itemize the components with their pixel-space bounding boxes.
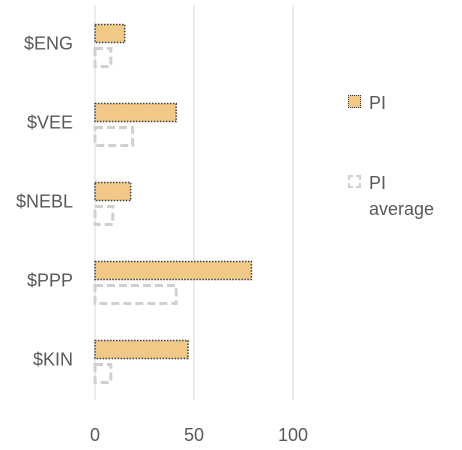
bar bbox=[93, 47, 113, 68]
legend-swatch bbox=[348, 175, 361, 188]
y-tick-label: $NEBL bbox=[16, 191, 73, 211]
bar bbox=[93, 126, 135, 147]
y-tick-label: $ENG bbox=[24, 33, 73, 53]
legend-swatch bbox=[348, 95, 361, 108]
bar bbox=[93, 284, 178, 305]
bar bbox=[93, 363, 113, 384]
y-tick-label: $VEE bbox=[27, 112, 73, 132]
legend-label: PI average bbox=[369, 173, 435, 219]
y-tick-label: $KIN bbox=[33, 349, 73, 369]
x-tick-label: 50 bbox=[184, 425, 204, 445]
x-tick-label: 0 bbox=[90, 425, 100, 445]
legend-label: PI bbox=[369, 93, 387, 113]
bar bbox=[94, 102, 177, 123]
bar bbox=[94, 23, 126, 44]
y-tick-label: $PPP bbox=[27, 270, 73, 290]
bar bbox=[94, 339, 189, 360]
bar bbox=[93, 205, 115, 226]
bar bbox=[94, 260, 253, 281]
x-tick-label: 100 bbox=[278, 425, 308, 445]
bar bbox=[94, 181, 132, 202]
